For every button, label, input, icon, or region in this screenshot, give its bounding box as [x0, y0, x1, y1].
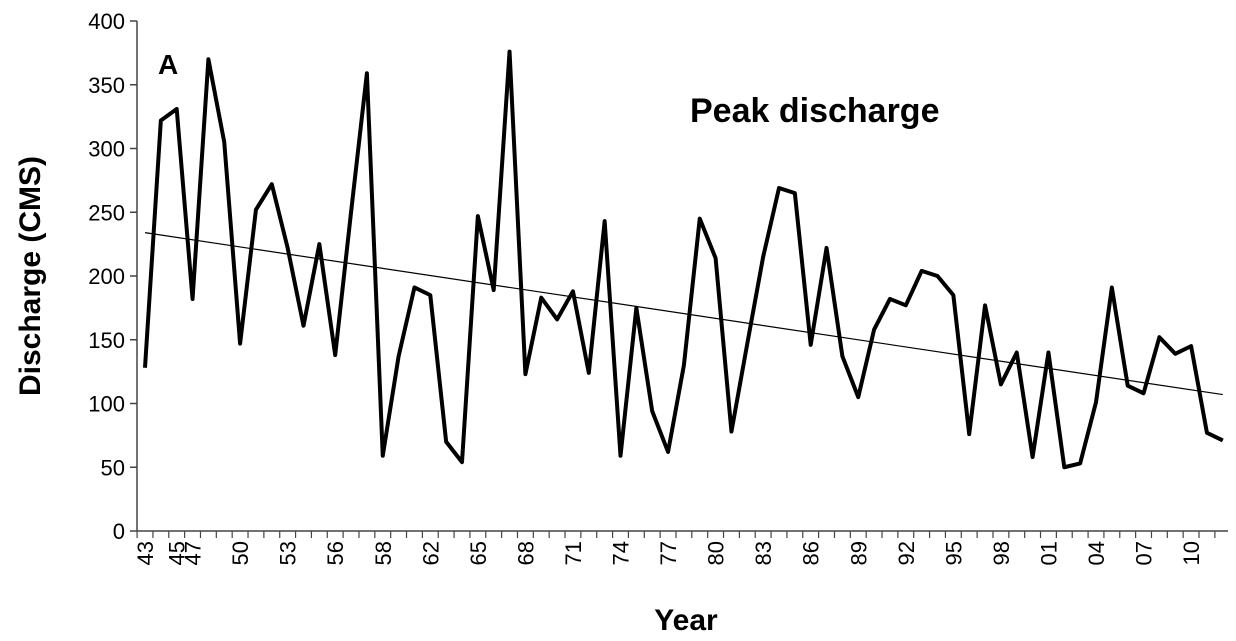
x-tick-label: 50: [228, 541, 253, 565]
data-line: [143, 49, 1224, 470]
panel-label: A: [158, 49, 178, 80]
x-tick-label: 53: [276, 541, 301, 565]
x-tick-label: 86: [799, 541, 824, 565]
y-tick-label: 350: [88, 73, 125, 98]
x-axis-title: Year: [654, 604, 718, 637]
y-tick-label: 150: [88, 328, 125, 353]
x-tick-label: 07: [1132, 541, 1157, 565]
x-tick-label: 01: [1036, 541, 1061, 565]
x-tick-label: 92: [894, 541, 919, 565]
x-tick-label: 58: [371, 541, 396, 565]
x-tick-label: 80: [704, 541, 729, 565]
annotation: Peak discharge: [690, 92, 939, 130]
x-tick-label: 62: [418, 541, 443, 565]
y-tick-label: 100: [88, 392, 125, 417]
y-tick-label: 400: [88, 9, 125, 34]
x-tick-label: 43: [133, 541, 158, 565]
y-tick-label: 250: [88, 200, 125, 225]
y-tick-label: 50: [101, 455, 125, 480]
y-axis-title: Discharge (CMS): [14, 156, 47, 396]
x-tick-label: 83: [751, 541, 776, 565]
x-tick-label: 77: [656, 541, 681, 565]
x-tick-label: 47: [181, 541, 206, 565]
x-tick-label: 65: [466, 541, 491, 565]
x-tick-label: 10: [1179, 541, 1204, 565]
x-tick-label: 74: [609, 541, 634, 565]
trend-line: [144, 232, 1223, 396]
y-tick-label: 200: [88, 264, 125, 289]
x-tick-label: 56: [323, 541, 348, 565]
x-tick-label: 45: [165, 541, 190, 565]
x-tick-label: 71: [561, 541, 586, 565]
x-tick-label: 95: [941, 541, 966, 565]
x-tick-label: 68: [513, 541, 538, 565]
x-tick-label: 04: [1084, 541, 1109, 565]
y-tick-label: 0: [113, 519, 125, 544]
y-tick-label: 300: [88, 137, 125, 162]
x-tick-label: 98: [989, 541, 1014, 565]
x-tick-label: 89: [846, 541, 871, 565]
